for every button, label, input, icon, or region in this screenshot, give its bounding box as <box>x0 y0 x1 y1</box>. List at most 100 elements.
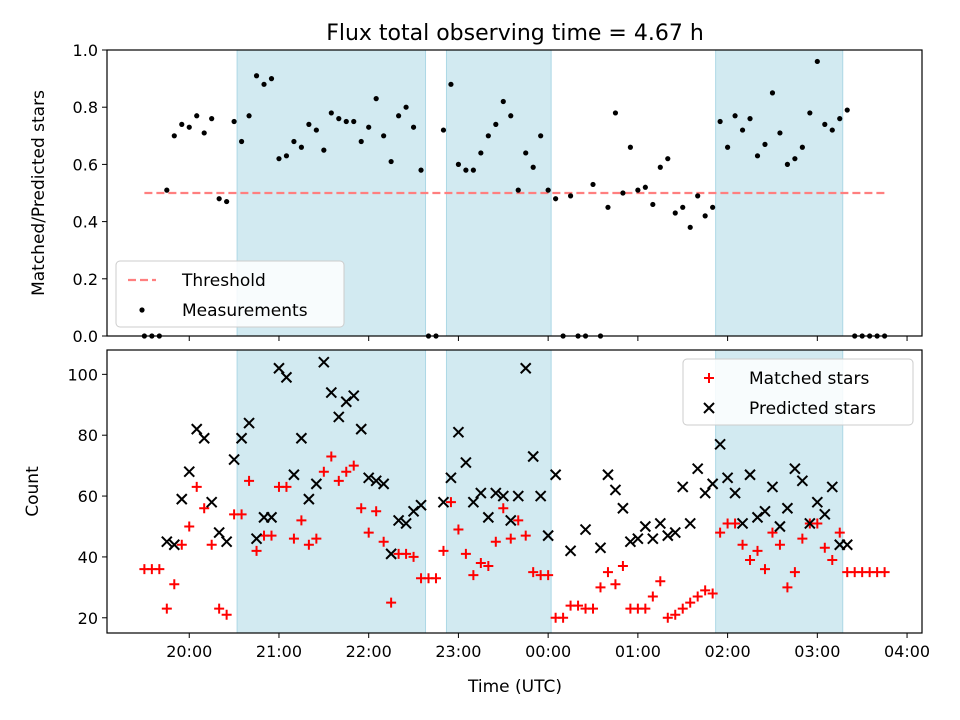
predicted-point <box>161 536 173 548</box>
matched-point <box>386 597 397 608</box>
matched-point <box>266 530 277 541</box>
legend-box <box>115 260 345 328</box>
matched-point <box>520 530 531 541</box>
measurement-point <box>695 193 701 199</box>
x-tick-label: 00:00 <box>525 642 571 661</box>
matched-point <box>617 561 628 572</box>
predicted-point <box>729 487 741 499</box>
measurement-point <box>448 81 454 87</box>
matched-point <box>543 570 554 581</box>
predicted-point <box>512 490 524 502</box>
y-axis-label: Count <box>23 466 43 517</box>
predicted-point <box>176 493 188 505</box>
predicted-point <box>609 484 622 496</box>
x-tick-label: 02:00 <box>705 642 751 661</box>
matched-point <box>745 554 756 565</box>
matched-point <box>692 591 703 602</box>
predicted-point <box>228 453 240 466</box>
matched-point <box>333 475 344 486</box>
measurement-point <box>410 124 417 130</box>
matched-point <box>356 503 367 514</box>
measurement-point <box>657 164 663 170</box>
predicted-point <box>789 462 801 475</box>
measurement-point <box>747 116 753 122</box>
matched-point <box>445 497 456 508</box>
measurement-point <box>306 121 312 127</box>
measurement-point <box>463 167 469 173</box>
matched-point <box>244 475 255 486</box>
predicted-point <box>579 523 592 536</box>
matched-point <box>169 579 180 590</box>
measurement-point <box>769 90 776 96</box>
matched-point <box>573 600 584 611</box>
matched-point <box>191 481 202 492</box>
measurement-point <box>194 113 200 119</box>
measurement-point <box>246 113 252 119</box>
measurement-point <box>485 133 491 139</box>
predicted-point <box>602 469 614 481</box>
measurement-point <box>650 201 656 208</box>
matched-point <box>251 545 262 556</box>
x-tick-label: 20:00 <box>166 642 212 661</box>
measurement-point <box>717 118 723 125</box>
predicted-point <box>639 520 652 533</box>
measurement-point <box>396 113 402 119</box>
measurement-point <box>470 167 476 173</box>
legend-box <box>682 358 914 426</box>
measurement-point <box>822 121 828 127</box>
predicted-point <box>362 472 375 484</box>
x-tick-label: 21:00 <box>256 642 302 661</box>
measurement-point <box>545 187 551 193</box>
y-tick-label: 0.8 <box>73 98 98 117</box>
measurement-point <box>164 187 170 193</box>
predicted-point <box>542 529 554 542</box>
measurement-point <box>837 116 843 122</box>
legend: Matched stars Predicted stars <box>682 358 914 426</box>
predicted-point <box>654 517 667 530</box>
measurement-point <box>298 144 305 150</box>
matched-point <box>475 558 486 569</box>
measurement-point <box>358 138 364 145</box>
matched-point <box>460 548 471 559</box>
matched-point <box>161 603 172 614</box>
predicted-point <box>475 487 487 499</box>
measurement-point <box>508 113 514 119</box>
measurement-point <box>553 196 559 202</box>
measurement-point <box>418 167 424 173</box>
measurement-point <box>799 144 805 150</box>
predicted-point <box>505 514 517 527</box>
predicted-point <box>706 478 719 490</box>
measurement-point <box>590 181 596 188</box>
matched-point <box>498 503 509 514</box>
x-tick-label: 22:00 <box>346 642 392 661</box>
measurement-point <box>403 104 409 110</box>
predicted-point <box>191 423 203 435</box>
y-tick-label: 60 <box>78 487 98 506</box>
matched-point <box>797 533 808 544</box>
matched-point <box>558 612 569 623</box>
predicted-point <box>303 493 315 505</box>
predicted-point <box>445 472 457 484</box>
predicted-point <box>348 389 360 402</box>
predicted-point <box>370 475 382 487</box>
predicted-point <box>804 517 816 530</box>
measurement-point <box>567 193 574 199</box>
predicted-point <box>549 469 562 481</box>
matched-point <box>236 509 247 520</box>
y-tick-label: 1.0 <box>73 41 98 60</box>
measurement-point <box>710 204 716 210</box>
measurement-point <box>276 156 282 162</box>
predicted-point <box>826 481 838 493</box>
matched-point <box>730 518 741 529</box>
matched-point <box>662 612 673 623</box>
measurement-point <box>209 116 215 122</box>
predicted-point <box>736 517 749 530</box>
matched-point <box>430 573 441 584</box>
measurement-point <box>493 121 499 127</box>
matched-point <box>363 527 374 538</box>
measurement-point <box>784 161 791 167</box>
matched-point <box>700 585 711 596</box>
predicted-point <box>220 536 233 548</box>
predicted-point <box>796 475 809 487</box>
